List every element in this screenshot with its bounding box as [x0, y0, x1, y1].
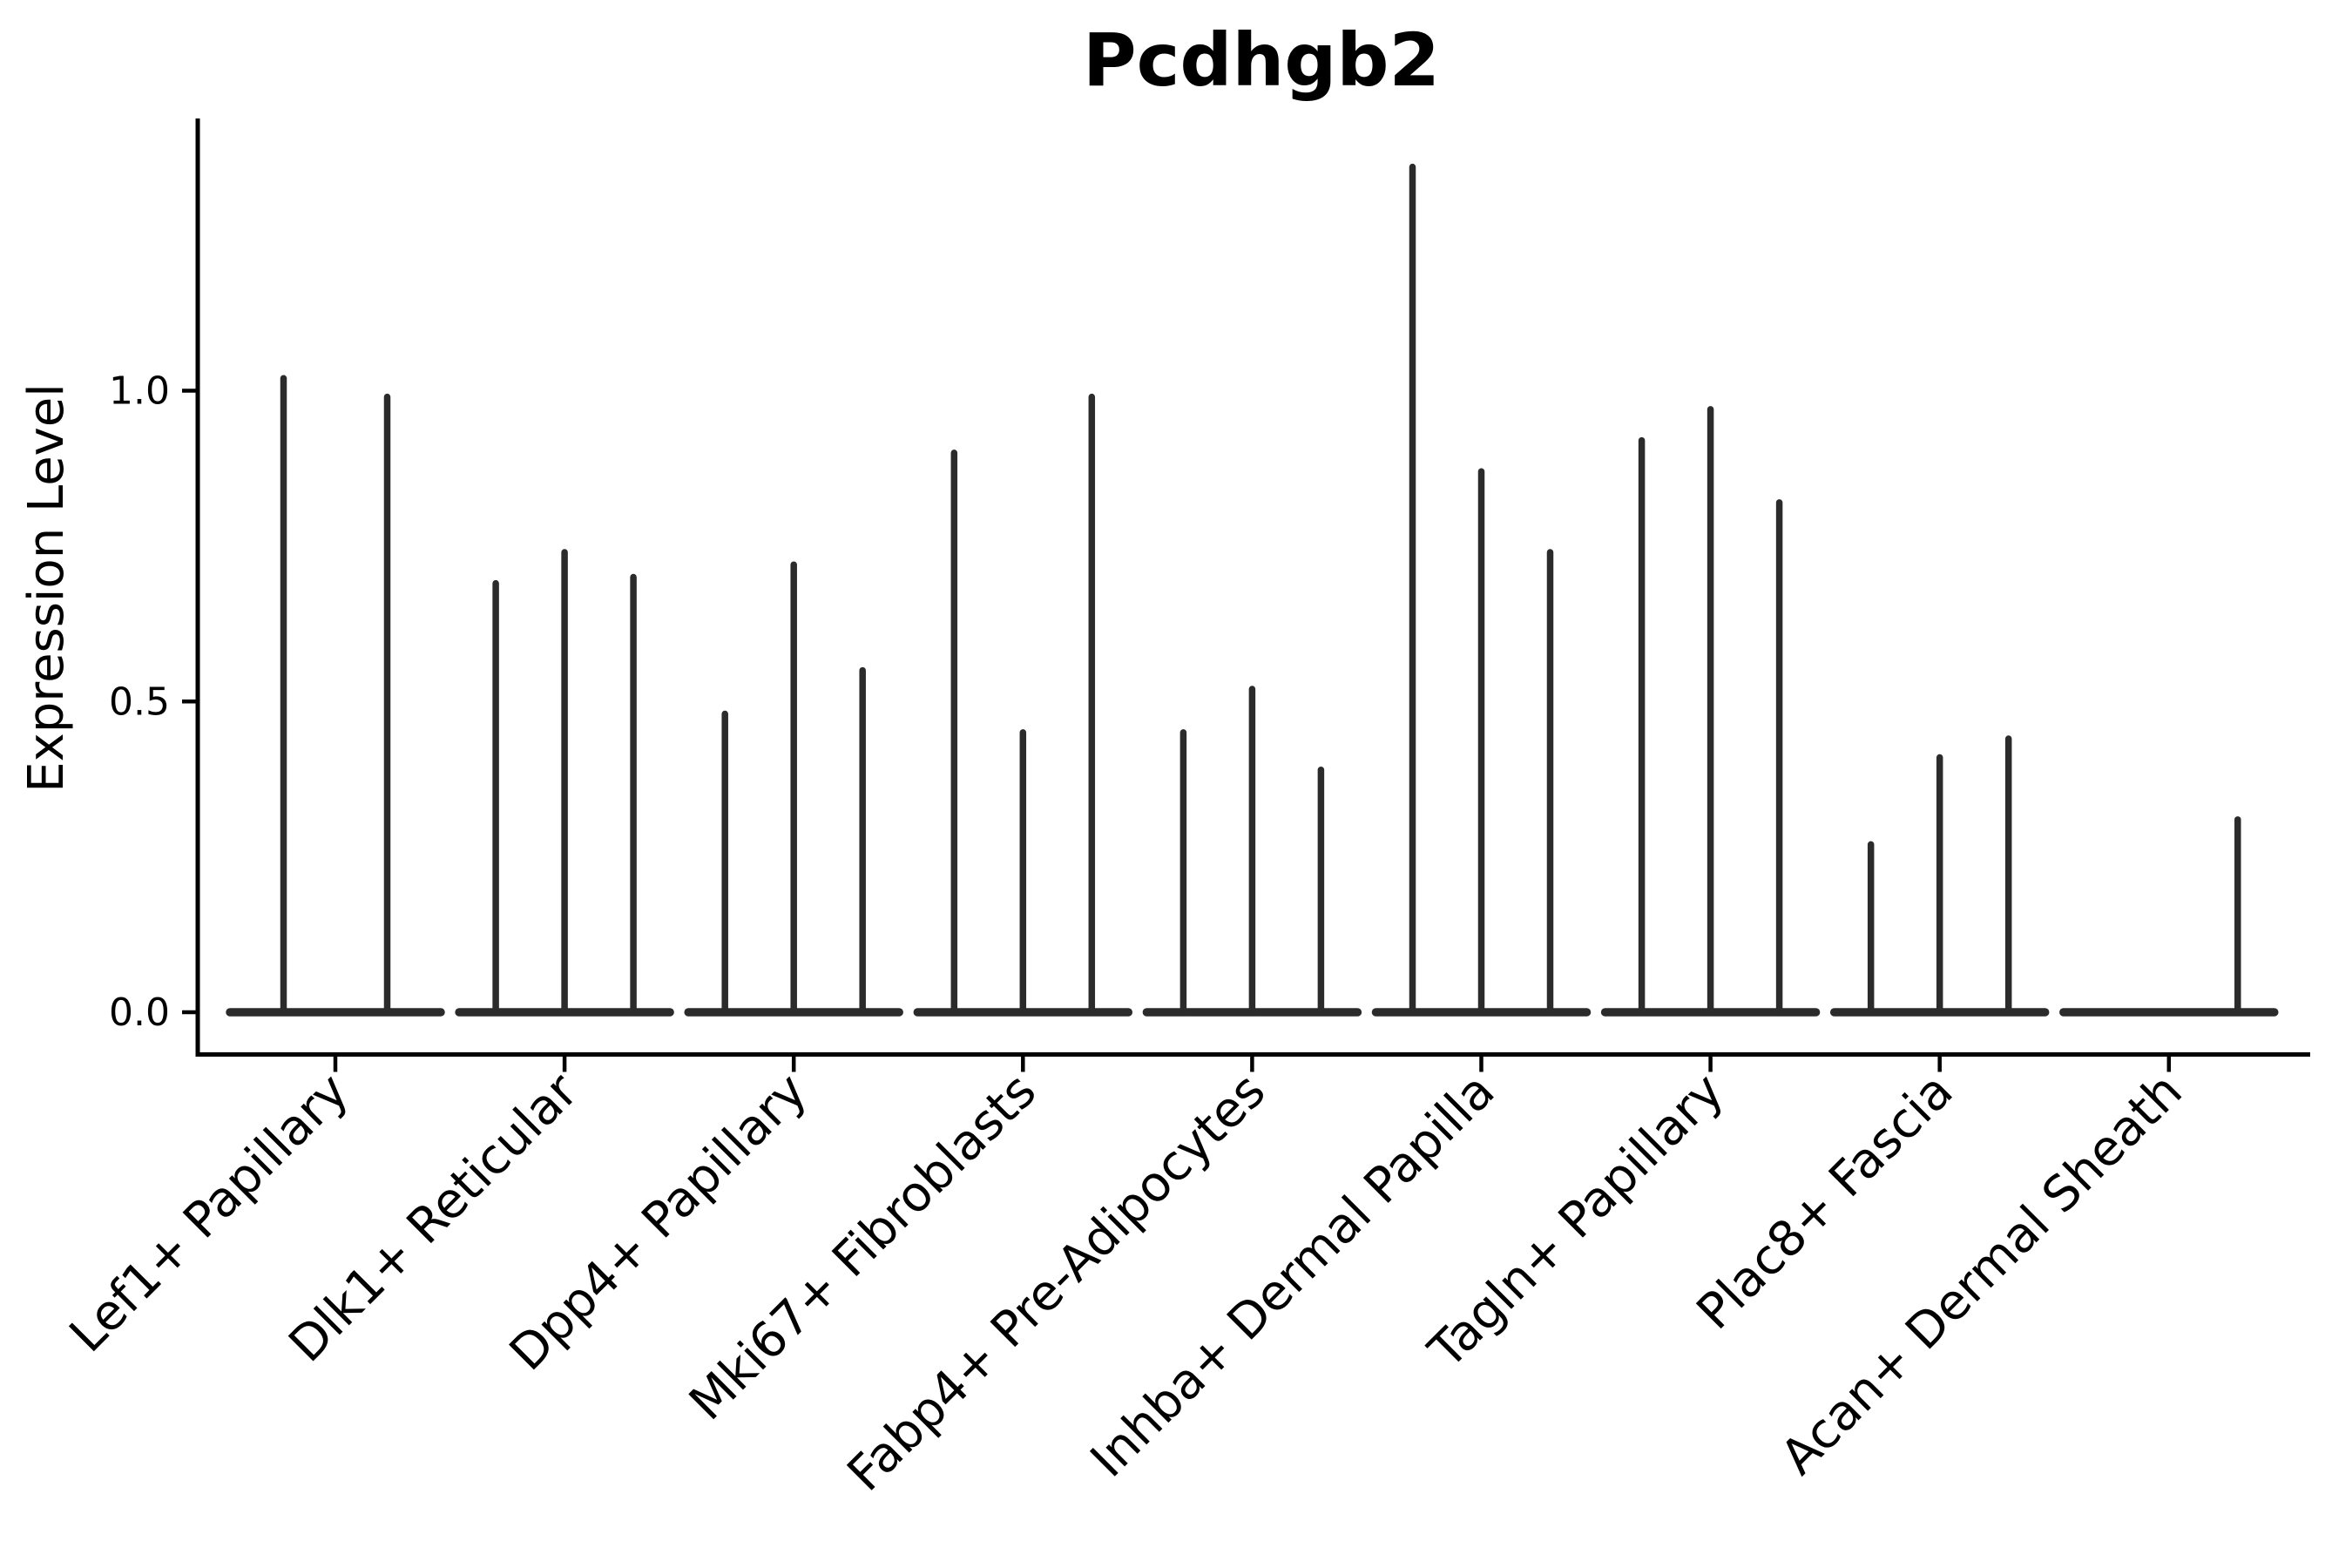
x-tick-label: Acan+ Dermal Sheath: [1770, 1063, 2193, 1486]
x-tick-label: Inhba+ Dermal Papilla: [1080, 1063, 1506, 1489]
y-axis-ticks: 0.0 0.5 1.0: [109, 369, 198, 1035]
y-axis-label: Expression Level: [18, 383, 75, 793]
violins-layer: [226, 163, 2279, 1017]
y-tick-label: 1.0: [109, 369, 170, 414]
x-tick-label: Fabp4+ Pre-Adipocytes: [837, 1063, 1277, 1503]
chart-title: Pcdhgb2: [1083, 17, 1440, 103]
y-tick-label: 0.5: [109, 679, 170, 724]
y-tick-label: 0.0: [109, 990, 170, 1035]
